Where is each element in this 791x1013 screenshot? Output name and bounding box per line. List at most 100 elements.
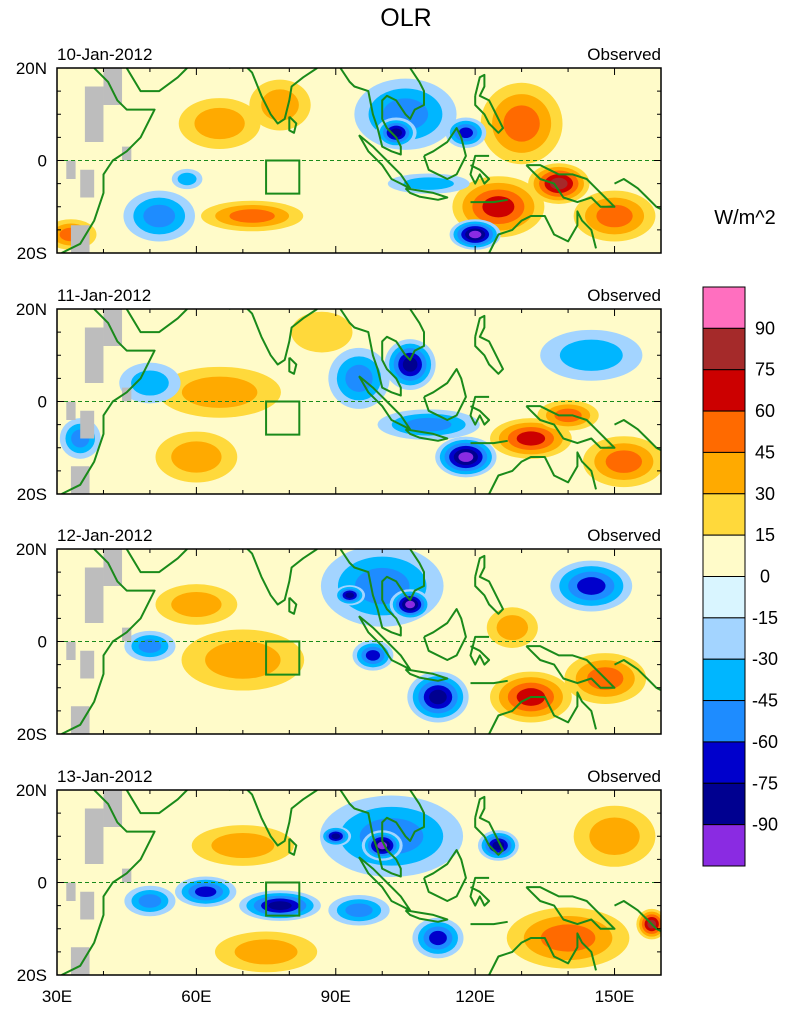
coastline [404, 668, 449, 682]
coastline [469, 635, 491, 666]
contour-level [229, 209, 275, 223]
anomaly-region [171, 168, 203, 190]
contour-level [268, 901, 292, 910]
legend-swatch [702, 658, 746, 702]
coastline [488, 932, 597, 975]
missing-data [84, 808, 104, 864]
legend-swatch [702, 782, 746, 826]
missing-data [80, 410, 95, 439]
coastline [423, 849, 467, 902]
coastline [404, 187, 449, 201]
anomaly-region [201, 200, 304, 232]
contour-level [205, 641, 281, 679]
coastline [358, 134, 412, 190]
missing-data [84, 86, 104, 142]
contour-level [291, 311, 353, 353]
contour-level [589, 817, 640, 856]
missing-data [84, 327, 104, 383]
legend-label: -45 [752, 691, 778, 711]
y-tick-label: 0 [38, 152, 47, 171]
coastline [423, 608, 467, 661]
coastline [125, 549, 188, 574]
anomaly-region [291, 311, 353, 353]
legend-swatch [702, 576, 746, 619]
panel-date: 12-Jan-2012 [57, 526, 152, 545]
anomaly-region [486, 607, 538, 648]
legend-swatch [702, 534, 746, 578]
legend-label: -75 [752, 773, 778, 793]
x-tick-label: 60E [181, 987, 211, 1006]
coastline [414, 68, 418, 69]
anomaly-region [506, 907, 630, 969]
anomaly-region [214, 931, 318, 973]
anomaly-region [320, 826, 352, 847]
y-tick-label: 0 [38, 874, 47, 893]
coastline [470, 679, 508, 685]
coastline [404, 428, 449, 442]
y-tick-label: 0 [38, 393, 47, 412]
map-panel: 20N 0 20S 12-Jan-2012 Observed [16, 526, 662, 744]
contour-level [177, 172, 197, 186]
contour-level [596, 204, 633, 228]
anomaly-region [352, 640, 394, 671]
legend-label: 75 [755, 360, 775, 380]
legend-label: -30 [752, 649, 778, 669]
contour-level [540, 924, 596, 952]
color-legend: 90 75 60 45 30 15 0 -15 -30 -45 -60 -75 -90 [702, 286, 778, 867]
legend-label: 15 [755, 525, 775, 545]
map-panel: 20N 0 20S 13-Jan-2012 Observed [16, 767, 662, 985]
coastline [614, 178, 661, 211]
contour-level [516, 431, 546, 446]
coastline [614, 659, 661, 692]
legend-swatch [702, 286, 746, 329]
index-box [265, 159, 301, 195]
contour-level [403, 177, 454, 190]
anomaly-region [389, 589, 431, 620]
coastline [474, 554, 504, 615]
anomaly-region [155, 584, 238, 625]
coastline [474, 795, 504, 856]
y-tick-label: 20S [17, 966, 47, 985]
coastline [488, 451, 597, 494]
missing-data [103, 309, 123, 346]
chart-title: OLR [380, 4, 431, 32]
legend-label: 60 [755, 401, 775, 421]
coastline [414, 549, 418, 550]
contour-level [496, 615, 529, 641]
anomaly-region [490, 418, 572, 459]
legend-swatch [702, 410, 746, 453]
coastline [414, 790, 418, 791]
coastline [228, 549, 318, 606]
y-tick-label: 20N [16, 540, 47, 559]
panel-date: 11-Jan-2012 [57, 286, 151, 305]
contour-level [234, 939, 298, 965]
map-panels: 20N 0 20S 10-Jan-2012 Observed 20N 0 20S 11-Jan-… [16, 45, 662, 985]
missing-data [80, 650, 95, 679]
anomaly-region [124, 885, 176, 917]
contour-level [429, 689, 447, 705]
panel-source-label: Observed [587, 45, 661, 64]
missing-data [80, 169, 95, 198]
y-tick-label: 20S [17, 244, 47, 263]
anomaly-region [540, 329, 643, 381]
coastline [614, 419, 661, 452]
contour-level [181, 376, 258, 408]
missing-data [70, 466, 90, 494]
y-tick-label: 20N [16, 59, 47, 78]
units-label: W/m^2 [714, 207, 776, 229]
anomaly-region [123, 190, 195, 242]
anomaly-region [550, 560, 633, 612]
legend-label: -90 [752, 815, 778, 835]
coastline [358, 615, 412, 671]
legend-label: -15 [752, 608, 778, 628]
anomaly-region [412, 917, 464, 959]
coastline [614, 900, 661, 933]
coastline [414, 309, 418, 310]
contour-level [405, 600, 416, 609]
coastline [339, 309, 425, 397]
map-panel: 20N 0 20S 10-Jan-2012 Observed [16, 45, 662, 263]
contour-level [605, 450, 643, 473]
anomaly-region [445, 117, 487, 149]
missing-data [103, 790, 123, 827]
anomaly-region [582, 436, 661, 488]
